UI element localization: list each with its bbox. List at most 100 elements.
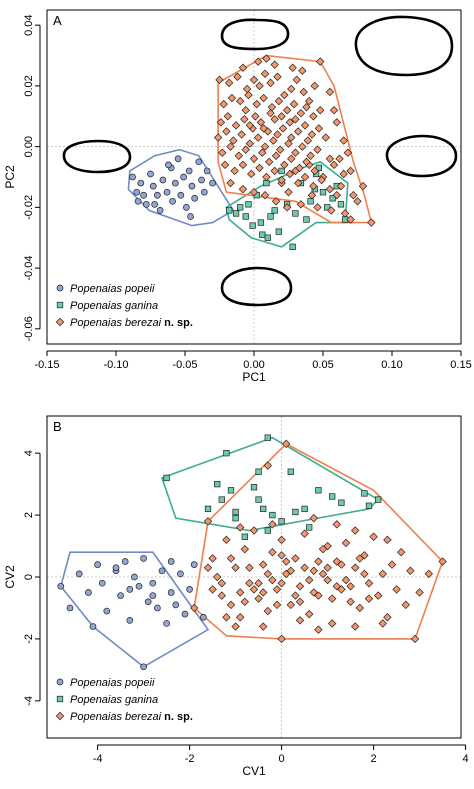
data-point (314, 625, 323, 634)
data-point (300, 121, 310, 130)
data-point (305, 575, 314, 585)
data-point (117, 592, 124, 599)
data-point (218, 496, 225, 503)
y-tick-label: 0.04 (23, 14, 35, 35)
data-point (332, 118, 341, 127)
data-point (291, 115, 300, 124)
data-point (245, 578, 254, 588)
data-point (140, 663, 147, 671)
y-tick-label: -0.06 (23, 316, 35, 341)
plot-frame (46, 9, 462, 345)
data-point (249, 222, 256, 229)
data-point (285, 169, 295, 179)
legend-marker (55, 317, 65, 327)
data-point (159, 176, 167, 184)
data-point (255, 468, 262, 475)
data-point (355, 603, 364, 613)
y-tick-label: 4 (23, 450, 35, 456)
data-point (203, 517, 213, 526)
data-point (251, 112, 260, 121)
data-point (187, 213, 194, 220)
legend-label: Popenaias ganina (70, 300, 158, 312)
data-point (94, 561, 101, 568)
data-point (346, 582, 355, 591)
data-point (355, 554, 364, 563)
panel-a: -0.15 -0.10 -0.05 0.00 0.05 0.10 0.15 PC1 -0.06 -… (3, 9, 472, 384)
data-point (222, 127, 231, 136)
data-point (217, 591, 226, 600)
data-point (323, 575, 332, 585)
data-point (270, 60, 279, 69)
data-point (222, 613, 231, 622)
data-point (410, 634, 420, 644)
data-point (244, 90, 253, 100)
data-point (174, 155, 182, 163)
data-point (233, 72, 242, 81)
data-point (383, 613, 392, 622)
data-point (365, 502, 373, 509)
data-point (237, 130, 246, 139)
y-tick-label: 0.02 (23, 75, 35, 96)
data-point (217, 578, 226, 588)
data-point (278, 167, 285, 175)
y-axis-title: CV2 (3, 565, 17, 589)
data-point (186, 586, 193, 593)
data-point (277, 535, 286, 545)
data-point (177, 191, 185, 199)
data-point (353, 197, 362, 206)
data-point (198, 176, 205, 184)
data-point (256, 118, 266, 127)
data-point (238, 63, 248, 72)
data-point (149, 592, 157, 599)
data-point (328, 619, 337, 628)
data-point (263, 569, 272, 579)
data-point (278, 518, 285, 525)
data-point (309, 566, 318, 576)
data-point (325, 154, 335, 163)
data-point (171, 179, 179, 187)
data-point (346, 166, 355, 176)
data-point (271, 207, 278, 214)
data-point (272, 600, 282, 610)
data-point (270, 166, 279, 176)
data-point (213, 133, 223, 142)
data-point (260, 142, 270, 151)
data-point (310, 81, 319, 91)
data-point (401, 600, 410, 610)
data-point (360, 569, 369, 579)
data-point (291, 591, 300, 600)
data-point (375, 496, 382, 503)
panel-label: B (53, 419, 62, 434)
data-point (231, 622, 240, 631)
data-point (289, 243, 296, 250)
data-point (231, 121, 241, 130)
data-point (112, 564, 120, 572)
data-point (273, 72, 282, 81)
data-point (305, 609, 314, 619)
data-point (222, 535, 231, 545)
data-point (75, 570, 83, 578)
data-point (287, 468, 294, 475)
legend-marker (56, 695, 64, 703)
data-point (339, 169, 348, 179)
data-point (241, 533, 248, 540)
x-tick-label: -4 (93, 753, 103, 765)
data-point (190, 603, 199, 613)
y-tick-label: -4 (23, 696, 35, 706)
data-point (309, 112, 318, 121)
data-point (264, 234, 271, 241)
x-axis-title: PC1 (242, 370, 266, 384)
hull-1 (59, 551, 210, 668)
data-point (268, 575, 277, 585)
data-point (204, 505, 212, 513)
data-point (323, 204, 331, 211)
data-point (383, 535, 392, 545)
data-point (309, 181, 318, 191)
data-point (299, 87, 308, 97)
data-point (271, 151, 281, 160)
data-point (259, 124, 268, 133)
data-point (291, 554, 300, 563)
data-point (209, 179, 216, 187)
data-point (218, 148, 227, 157)
data-point (300, 563, 309, 572)
